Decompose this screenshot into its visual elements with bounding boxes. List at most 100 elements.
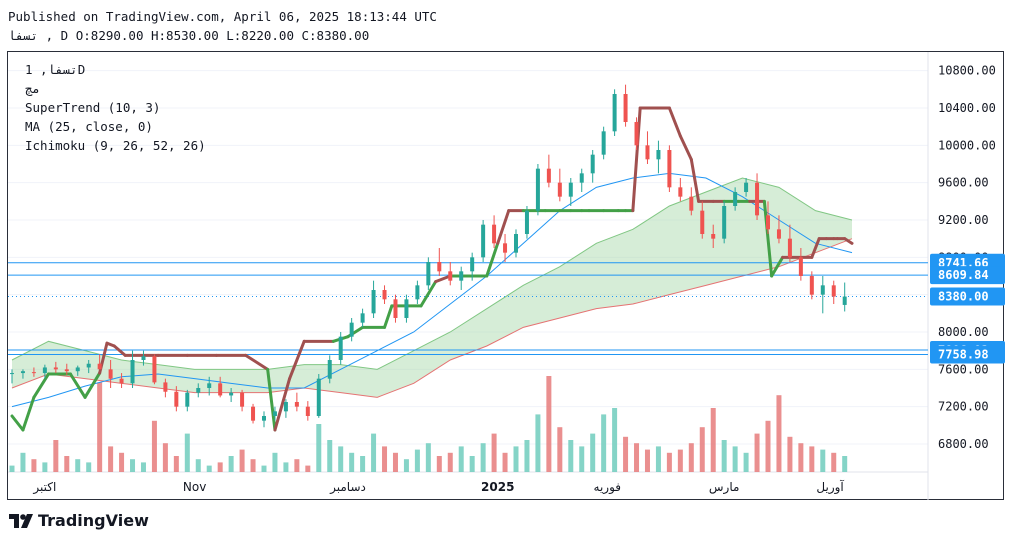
legend-supertrend[interactable]: SuperTrend (10, 3) <box>25 100 161 115</box>
candle-body <box>42 367 47 374</box>
price-tick-label: 7200.00 <box>938 400 989 414</box>
supertrend-segment <box>667 106 682 138</box>
volume-bar <box>86 462 92 472</box>
candle-body <box>185 392 190 407</box>
volume-bar <box>634 443 640 472</box>
volume-bar <box>294 459 300 472</box>
volume-bar <box>688 443 694 472</box>
price-tick-label: 6800.00 <box>938 437 989 451</box>
supertrend-segment <box>810 237 821 259</box>
supertrend-segment <box>83 371 102 399</box>
volume-bar <box>338 446 344 472</box>
volume-bar <box>721 440 727 472</box>
supertrend-segment <box>678 134 693 161</box>
volume-bar <box>710 408 716 472</box>
candle-body <box>448 271 453 281</box>
candle-body <box>601 131 606 155</box>
volume-bar <box>316 424 322 472</box>
time-tick-label: دسامبر <box>329 480 366 495</box>
volume-bar <box>162 443 168 472</box>
supertrend-segment <box>32 372 51 399</box>
candle-body <box>229 392 234 396</box>
candle-body <box>338 336 343 360</box>
volume-bar <box>546 376 552 472</box>
price-label-box <box>930 287 1005 306</box>
volume-bar <box>677 449 683 472</box>
moving-average-line <box>11 172 853 408</box>
candle-body <box>240 392 245 407</box>
candle-body <box>733 192 738 206</box>
volume-bar <box>612 408 618 472</box>
volume-bar <box>743 452 749 472</box>
candle-body <box>53 367 58 370</box>
time-tick-label: فوریه <box>594 480 622 495</box>
candle-body <box>755 182 760 216</box>
volume-bar <box>601 414 607 472</box>
time-tick-label: آوریل <box>816 479 844 495</box>
volume-bar <box>349 452 355 472</box>
candle-body <box>349 322 354 337</box>
volume-bar <box>392 452 398 472</box>
price-label-box <box>930 345 1005 364</box>
candle-body <box>798 257 803 276</box>
time-tick-label: Nov <box>183 480 206 494</box>
candle-body <box>393 299 398 318</box>
candle-body <box>656 150 661 160</box>
supertrend-segment <box>10 414 25 432</box>
candle-body <box>262 416 266 421</box>
candle-body <box>174 391 179 407</box>
volume-bar <box>305 465 311 472</box>
candle-body <box>207 383 212 388</box>
candle-body <box>10 373 14 375</box>
candle-body <box>283 402 288 412</box>
volume-bar <box>776 395 782 472</box>
volume-bar <box>568 440 574 472</box>
candle-body <box>130 360 135 384</box>
price-label-text: 8609.84 <box>938 268 989 282</box>
volume-bar <box>502 452 508 472</box>
candle-body <box>481 224 486 258</box>
senkou-span-a <box>11 177 853 370</box>
volume-bar <box>272 452 278 472</box>
candle-body <box>31 372 36 374</box>
volume-bar <box>469 456 475 472</box>
volume-bar <box>491 433 497 472</box>
legend-ma[interactable]: MA (25, close, 0) <box>25 119 153 134</box>
price-tick-label: 9200.00 <box>938 213 989 227</box>
supertrend-segment <box>496 209 511 245</box>
volume-bar <box>655 446 661 472</box>
supertrend-segment <box>434 274 452 284</box>
volume-bar <box>436 456 442 472</box>
volume-bar <box>20 452 26 472</box>
volume-bars <box>9 376 848 472</box>
volume-bar <box>732 446 738 472</box>
supertrend-segment <box>244 353 270 371</box>
ohlc-readout: تسفا , D O:8290.00 H:8530.00 L:8220.00 C… <box>8 28 370 43</box>
candle-body <box>97 363 102 370</box>
price-chart[interactable]: 6800.007200.007600.008000.008400.008800.… <box>8 52 1005 501</box>
price-tick-label: 8000.00 <box>938 325 989 339</box>
ma-polyline <box>11 172 853 408</box>
volume-bar <box>524 440 530 472</box>
candle-body <box>75 367 80 372</box>
candle-body <box>809 276 814 295</box>
volume-bar <box>403 459 409 472</box>
supertrend-segment <box>383 304 394 329</box>
volume-bar <box>699 427 705 472</box>
legend-ichimoku[interactable]: Ichimoku (9, 26, 52, 26) <box>25 138 206 153</box>
volume-bar <box>217 462 223 472</box>
candle-body <box>404 299 409 318</box>
volume-bar <box>42 462 48 472</box>
volume-bar <box>140 462 146 472</box>
supertrend-segment <box>273 377 292 432</box>
candle-body <box>514 234 518 253</box>
candle-body <box>645 145 650 160</box>
candle-body <box>141 356 146 360</box>
volume-bar <box>151 420 157 472</box>
candles <box>10 84 847 428</box>
candle-body <box>108 369 113 379</box>
price-tick-label: 10000.00 <box>938 138 996 152</box>
volume-bar <box>480 443 486 472</box>
volume-bar <box>798 443 804 472</box>
